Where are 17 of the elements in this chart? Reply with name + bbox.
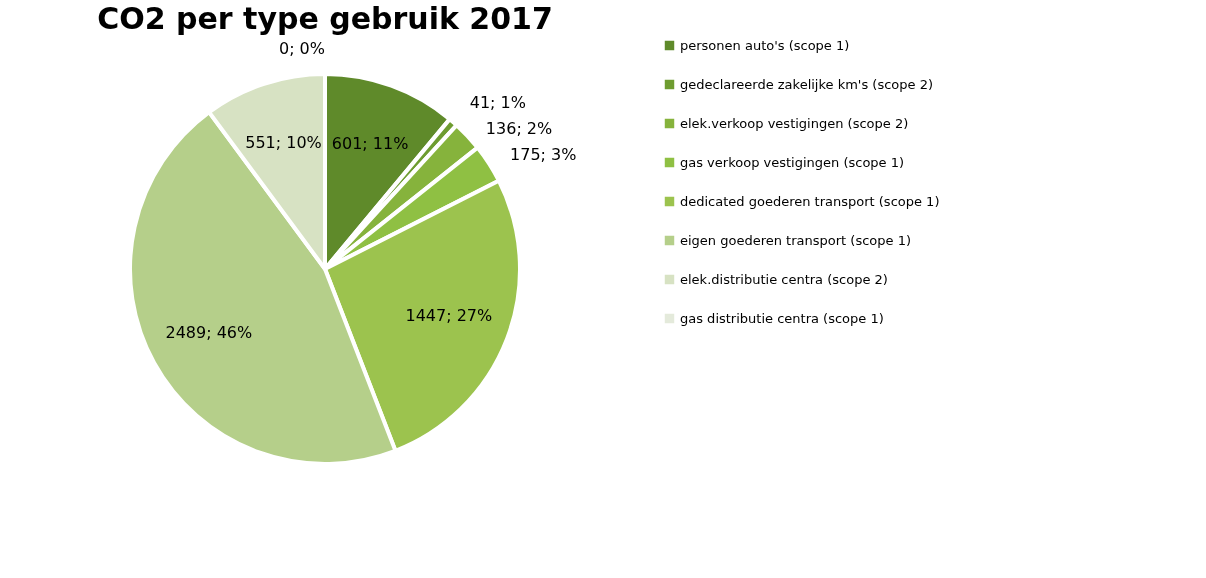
legend-label: dedicated goederen transport (scope 1) <box>680 193 940 209</box>
legend-label: gedeclareerde zakelijke km's (scope 2) <box>680 76 934 92</box>
data-label: 41; 1% <box>469 93 526 113</box>
legend-label: eigen goederen transport (scope 1) <box>680 232 911 248</box>
legend-label: elek.verkoop vestigingen (scope 2) <box>680 115 909 131</box>
chart-title: CO2 per type gebruik 2017 <box>97 1 553 36</box>
legend-label: personen auto's (scope 1) <box>680 37 850 53</box>
data-label: 136; 2% <box>485 119 553 139</box>
data-label: 601; 11% <box>331 134 409 154</box>
data-label: 551; 10% <box>245 133 322 153</box>
data-label: 2489; 46% <box>165 322 253 342</box>
legend-label: elek.distributie centra (scope 2) <box>680 271 888 287</box>
text: 0; 0% <box>278 39 325 58</box>
legend-label: gas verkoop vestigingen (scope 1) <box>680 154 905 170</box>
data-label: 1447; 27% <box>405 306 493 326</box>
legend-label: gas distributie centra (scope 1) <box>680 310 884 326</box>
data-label: 175; 3% <box>510 145 577 165</box>
